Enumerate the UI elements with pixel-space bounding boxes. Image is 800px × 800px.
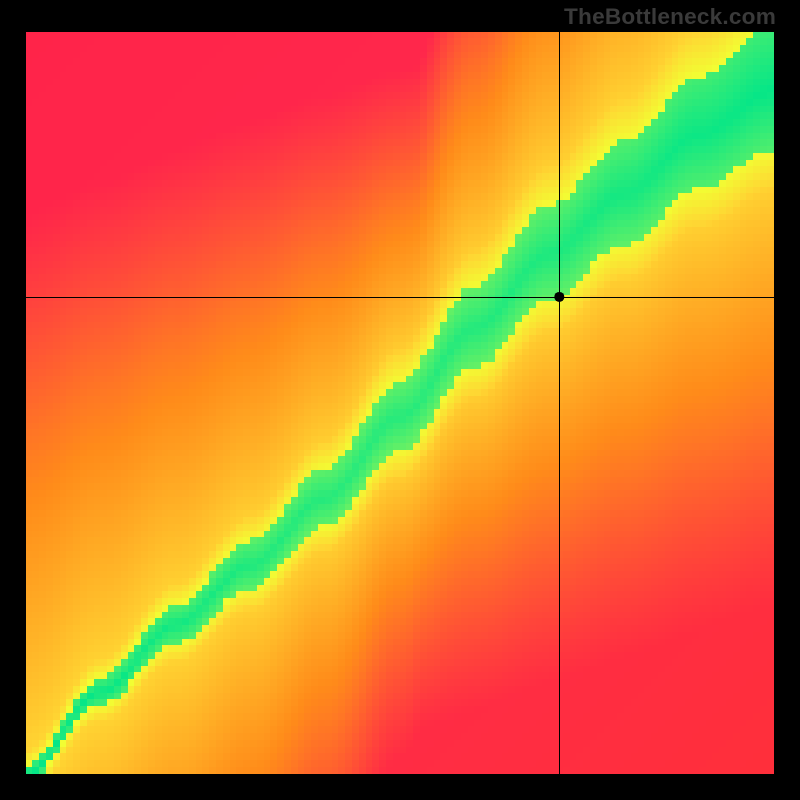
plot-area — [26, 32, 774, 774]
bottleneck-heatmap — [26, 32, 774, 774]
attribution-label: TheBottleneck.com — [564, 4, 776, 30]
chart-container: TheBottleneck.com — [0, 0, 800, 800]
